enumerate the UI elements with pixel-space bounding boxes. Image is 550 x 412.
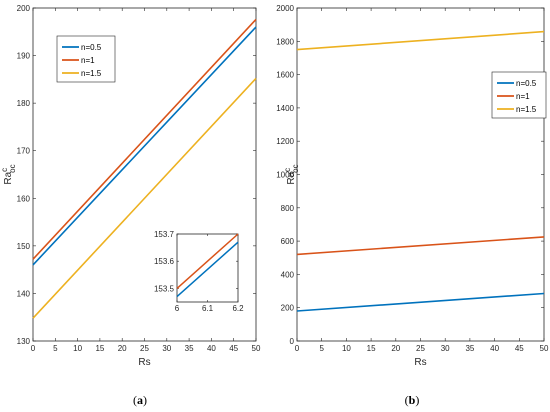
- chart-b-ytick-label: 1400: [276, 104, 294, 113]
- chart-a-xtick-label: 40: [207, 344, 216, 353]
- chart-b-legend-label-2: n=1: [516, 92, 530, 101]
- chart-b-ytick-label: 1800: [276, 37, 294, 46]
- chart-b-xtick-label: 5: [319, 344, 324, 353]
- chart-a-ytick-label: 190: [17, 52, 31, 61]
- chart-a-series-line-1: [32, 26, 257, 266]
- chart-b-xtick-label: 15: [367, 344, 376, 353]
- chart-a-xtick-label: 5: [53, 344, 58, 353]
- chart-a-legend-label-3: n=1.5: [81, 69, 102, 78]
- chart-a-ytick-label: 160: [17, 194, 31, 203]
- chart-a-ytick-label: 140: [17, 289, 31, 298]
- chart-b: 0 5 10 15 20 25 30 35 40 45 50 0 200 400 600 800 1000 120…: [276, 4, 549, 368]
- chart-b-ytick-label: 400: [281, 270, 295, 279]
- chart-a-xtick-label: 0: [31, 344, 36, 353]
- chart-b-xtick-label: 30: [441, 344, 450, 353]
- chart-b-xtick-label: 20: [391, 344, 400, 353]
- chart-b-yaxis-label-sup: c: [283, 168, 292, 172]
- chart-a-inset-xtick-label: 6.1: [202, 304, 214, 313]
- chart-a-series-line-2: [32, 18, 257, 260]
- chart-a-legend: n=0.5 n=1 n=1.5: [56, 35, 116, 83]
- chart-a-ytick-label: 170: [17, 147, 31, 156]
- chart-a-inset-ytick-label: 153.5: [154, 284, 175, 293]
- chart-b-ytick-label: 1000: [276, 171, 294, 180]
- chart-b-xtick-label: 40: [490, 344, 499, 353]
- chart-b-xtick-label: 25: [416, 344, 425, 353]
- chart-b-xtick-label: 10: [342, 344, 351, 353]
- chart-a-legend-box: [56, 35, 116, 83]
- chart-b-xtick-label: 45: [515, 344, 524, 353]
- chart-b-ytick-label: 800: [281, 204, 295, 213]
- chart-a-series-line-3: [32, 77, 257, 319]
- chart-b-ytick-label: 0: [290, 337, 295, 346]
- chart-a-inset-series-line-1: [176, 241, 239, 298]
- chart-a-xtick-label: 10: [73, 344, 82, 353]
- chart-a-inset-xtick-label: 6.2: [232, 304, 244, 313]
- chart-b-xaxis-label: Rs: [414, 357, 426, 368]
- chart-a-ytick-label: 200: [17, 4, 31, 13]
- chart-b-legend-label-3: n=1.5: [516, 105, 537, 114]
- chart-a-xtick-label: 50: [252, 344, 261, 353]
- chart-b-series-line-2: [296, 236, 545, 256]
- chart-a-ytick-label: 150: [17, 242, 31, 251]
- chart-a-xtick-label: 45: [229, 344, 238, 353]
- chart-a-xtick-label: 35: [185, 344, 194, 353]
- chart-a-inset-plot-box: [176, 233, 239, 303]
- chart-a-yaxis-label: Racoc: [0, 164, 17, 184]
- chart-b-ytick-label: 200: [281, 304, 295, 313]
- chart-a-inset-series-line-2: [176, 233, 239, 289]
- chart-a-inset-ytick-label: 153.6: [154, 257, 175, 266]
- chart-b-yaxis-label-main: Ra: [286, 171, 297, 184]
- chart-b-xtick-label: 0: [295, 344, 300, 353]
- chart-b-xtick-label: 35: [465, 344, 474, 353]
- chart-a-ytick-label: 130: [17, 337, 31, 346]
- caption-b: (b): [405, 393, 420, 407]
- chart-b-ytick-label: 600: [281, 237, 295, 246]
- chart-a-yaxis-label-sup: c: [0, 168, 9, 172]
- chart-a-ytick-label: 180: [17, 99, 31, 108]
- chart-a-xtick-label: 15: [95, 344, 104, 353]
- chart-a-inset: 6 6.1 6.2 153.5 153.6 153.7: [154, 230, 244, 313]
- chart-a: 0 5 10 15 20 25 30 35 40 45 50 130 140 150 160 170 180 19…: [0, 4, 261, 368]
- chart-a-xtick-label: 25: [140, 344, 149, 353]
- chart-b-ytick-label: 1200: [276, 137, 294, 146]
- chart-a-inset-ytick-label: 153.7: [154, 230, 175, 239]
- chart-a-xtick-label: 20: [118, 344, 127, 353]
- chart-a-inset-xtick-label: 6: [175, 304, 180, 313]
- chart-a-yaxis-label-sub: oc: [8, 164, 17, 172]
- chart-b-ytick-label: 1600: [276, 71, 294, 80]
- chart-a-legend-label-1: n=0.5: [81, 43, 102, 52]
- chart-a-legend-label-2: n=1: [81, 56, 95, 65]
- chart-b-legend-label-1: n=0.5: [516, 79, 537, 88]
- chart-b-legend-box: [491, 71, 547, 119]
- chart-b-yaxis-label: Racoc: [283, 164, 300, 184]
- chart-a-xaxis-label: Rs: [138, 357, 150, 368]
- chart-b-ytick-label: 2000: [276, 4, 294, 13]
- chart-a-xtick-label: 30: [162, 344, 171, 353]
- chart-b-plot-box: [296, 7, 545, 342]
- chart-b-yaxis-label-sub: oc: [291, 164, 300, 172]
- chart-b-legend: n=0.5 n=1 n=1.5: [491, 71, 547, 119]
- chart-b-series-line-1: [296, 292, 545, 312]
- chart-b-xtick-label: 50: [540, 344, 549, 353]
- caption-a: (a): [133, 393, 147, 407]
- chart-b-series-line-3: [296, 30, 545, 51]
- chart-a-yaxis-label-main: Ra: [3, 171, 14, 184]
